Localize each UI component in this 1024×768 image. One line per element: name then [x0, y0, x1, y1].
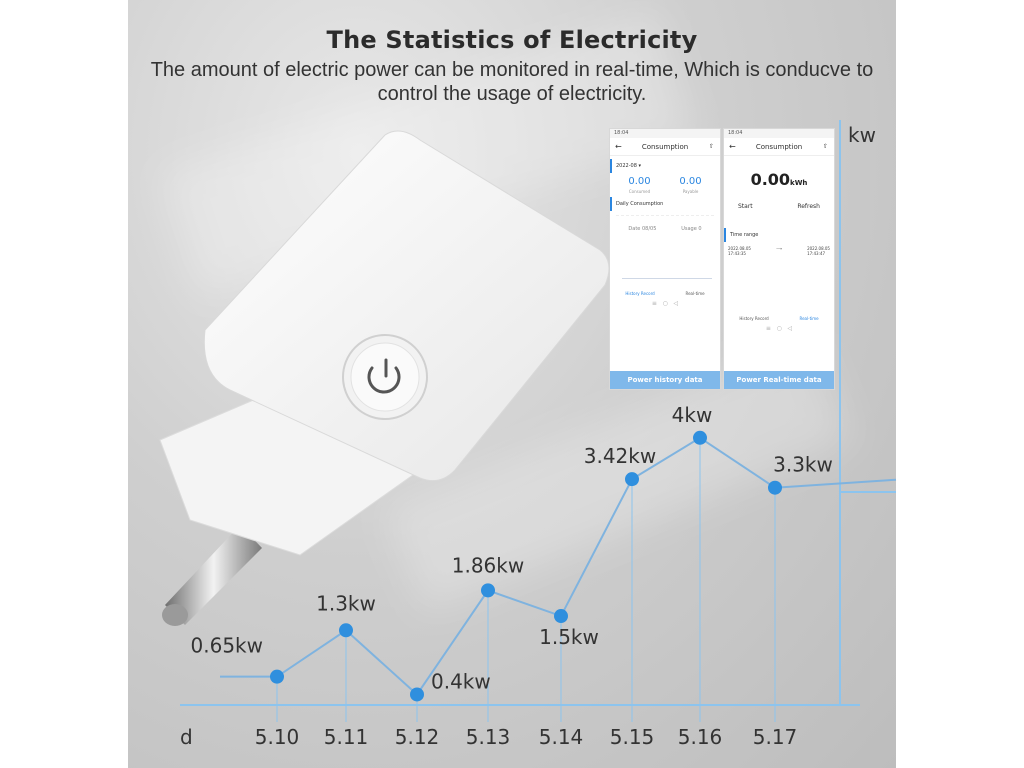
data-point: [768, 480, 782, 495]
data-label: 4kw: [672, 403, 713, 427]
data-label: 1.5kw: [539, 625, 599, 649]
phone-screenshot-history: 18:04 ← Consumption ⇧ 2022-08 ▾ 0.00 Con…: [609, 128, 721, 390]
phone-banner-history: Power history data: [610, 371, 720, 389]
phone-banner-realtime: Power Real-time data: [724, 371, 834, 389]
screen-title: Consumption: [641, 143, 689, 151]
consumed-label: Consumed: [628, 189, 651, 194]
status-bar: 18:04: [724, 129, 834, 138]
data-point: [270, 669, 284, 684]
data-point: [410, 687, 424, 702]
page-subtitle: The amount of electric power can be moni…: [150, 59, 874, 105]
realtime-value: 0.00: [750, 170, 791, 189]
from-time: 17:43:35: [728, 251, 746, 256]
data-label: 1.3kw: [316, 591, 376, 615]
tab-real-time: Real-time: [799, 316, 819, 321]
x-axis-title: d: [180, 725, 193, 749]
nav-bar: ≡ ○ ◁: [651, 300, 679, 307]
share-icon: ⇧: [822, 143, 828, 150]
series-line: [220, 436, 897, 696]
month-selector: 2022-08 ▾: [610, 159, 720, 173]
share-icon: ⇧: [708, 143, 714, 150]
payable-value: 0.00: [679, 176, 702, 187]
date-text: Date 08/05: [628, 226, 657, 232]
usage-text: Usage 0: [681, 226, 702, 232]
from-date: 2022.08.05: [728, 246, 751, 251]
data-point: [481, 583, 495, 598]
data-point: [339, 623, 353, 638]
nav-bar: ≡ ○ ◁: [765, 325, 793, 332]
x-tick-label: 5.12: [395, 725, 440, 749]
x-tick-label: 5.17: [753, 725, 798, 749]
tab-history-record: History Record: [739, 316, 769, 321]
mini-bar-chart: Date 08/05 Usage 0: [616, 215, 714, 285]
time-range-label: Time range: [724, 228, 834, 242]
to-date: 2022.08.05: [807, 246, 830, 251]
x-tick-label: 5.11: [324, 725, 369, 749]
screen-title: Consumption: [755, 143, 803, 151]
back-arrow-icon: ←: [729, 142, 736, 151]
data-label: 3.3kw: [773, 453, 833, 477]
data-label: 0.65kw: [191, 634, 263, 658]
data-label: 0.4kw: [431, 669, 491, 693]
phone-screenshot-realtime: 18:04 ← Consumption ⇧ 0.00kWh Start Refr…: [723, 128, 835, 390]
x-tick-label: 5.14: [539, 725, 584, 749]
data-point: [554, 609, 568, 624]
range-arrow-icon: ⟶: [776, 246, 782, 251]
to-time: 17:43:47: [807, 251, 826, 256]
back-arrow-icon: ←: [615, 142, 622, 151]
data-label: 3.42kw: [584, 444, 656, 468]
x-tick-label: 5.13: [466, 725, 511, 749]
x-tick-label: 5.15: [610, 725, 655, 749]
payable-label: Payable: [682, 189, 699, 194]
data-point: [625, 472, 639, 487]
start-label: Start: [738, 203, 753, 210]
consumed-value: 0.00: [628, 176, 651, 187]
data-point: [693, 430, 707, 445]
y-axis-title: kw: [848, 123, 876, 147]
x-tick-label: 5.10: [255, 725, 300, 749]
x-tick-label: 5.16: [678, 725, 723, 749]
realtime-unit: kWh: [790, 179, 808, 187]
status-bar: 18:04: [610, 129, 720, 138]
page-title: The Statistics of Electricity: [326, 26, 698, 54]
tab-history-record: History Record: [625, 291, 655, 296]
daily-consumption-label: Daily Consumption: [610, 197, 720, 211]
tab-real-time: Real-time: [685, 291, 705, 296]
data-label: 1.86kw: [452, 553, 524, 577]
refresh-label: Refresh: [797, 203, 820, 210]
